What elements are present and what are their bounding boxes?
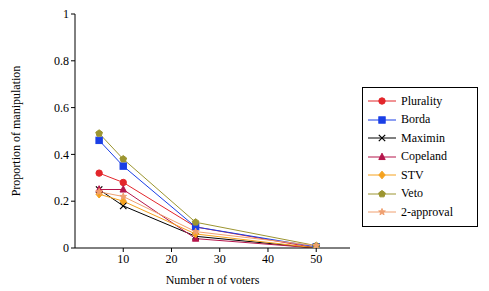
svg-text:40: 40 xyxy=(262,252,274,266)
svg-text:20: 20 xyxy=(165,252,177,266)
svg-text:Number n of voters: Number n of voters xyxy=(166,273,260,284)
svg-text:10: 10 xyxy=(117,252,129,266)
svg-text:30: 30 xyxy=(214,252,226,266)
html-text:Borda: Borda xyxy=(401,112,431,127)
svg-text:0.8: 0.8 xyxy=(54,54,69,68)
svg-text:50: 50 xyxy=(310,252,322,266)
html-text:2-approval: 2-approval xyxy=(401,204,453,219)
html-text:Copeland: Copeland xyxy=(401,149,447,164)
html-text:Plurality: Plurality xyxy=(401,93,443,108)
svg-text:0.2: 0.2 xyxy=(54,194,69,208)
html-text:STV: STV xyxy=(401,167,424,182)
svg-text:0.6: 0.6 xyxy=(54,101,69,115)
svg-text:0.4: 0.4 xyxy=(54,148,69,162)
svg-text:Proportion of manipulation: Proportion of manipulation xyxy=(9,66,23,197)
html-text:Veto: Veto xyxy=(401,186,423,201)
html-text:Maximin: Maximin xyxy=(401,130,445,145)
svg-text:0: 0 xyxy=(63,241,69,255)
svg-text:1: 1 xyxy=(63,8,69,21)
